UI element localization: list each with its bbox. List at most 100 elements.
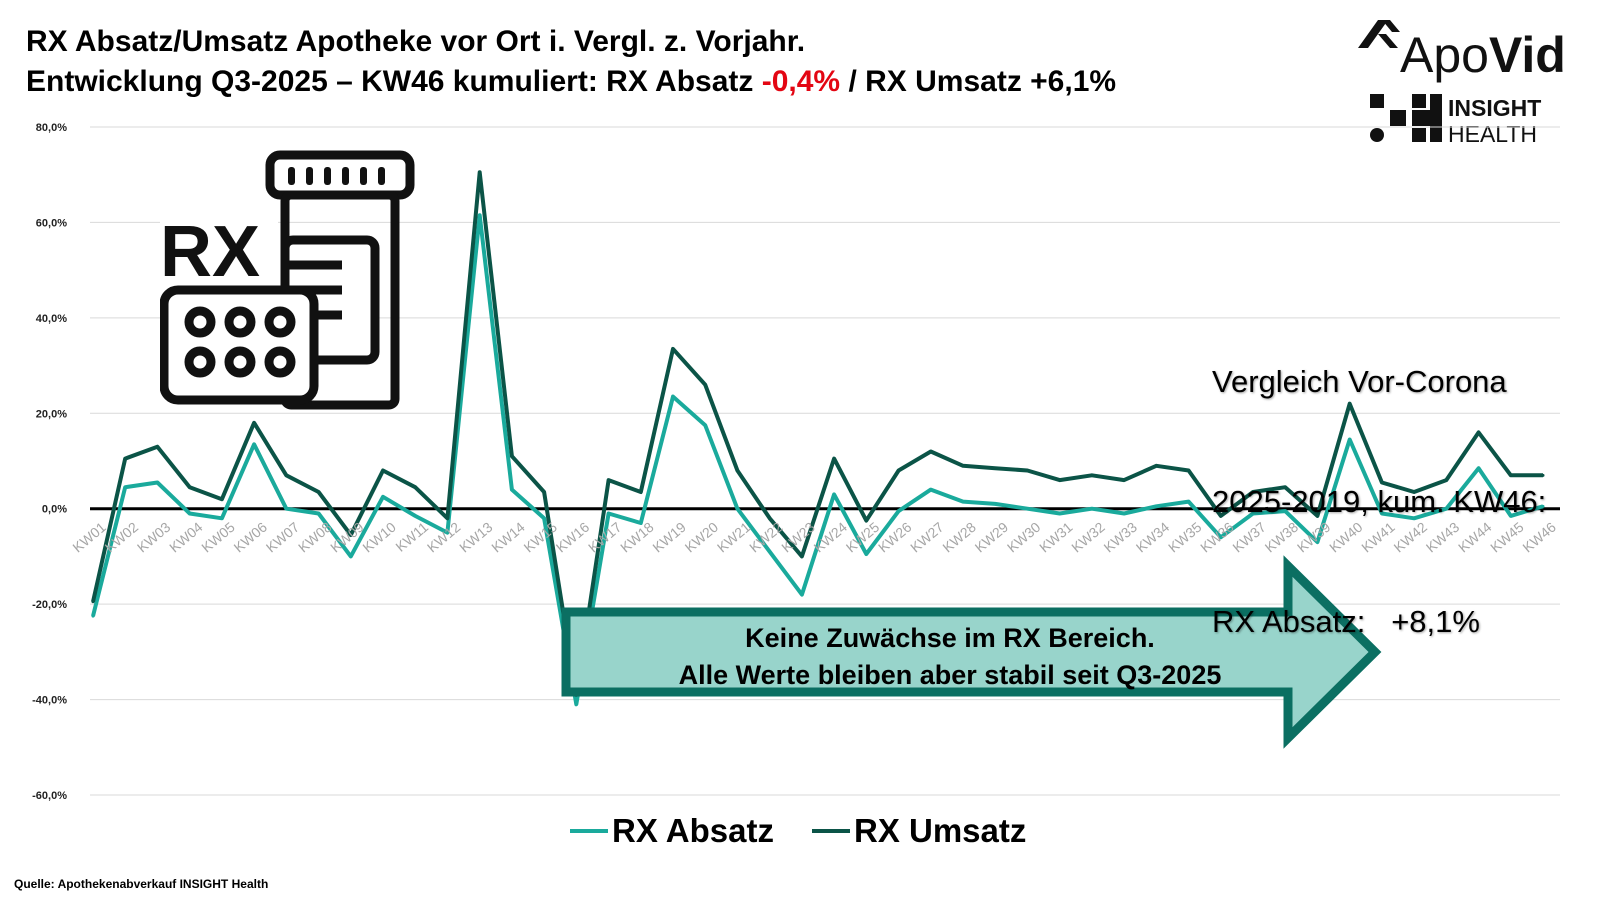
data-point-umsatz	[188, 485, 192, 489]
data-point-umsatz	[993, 466, 997, 470]
data-point-absatz	[1541, 504, 1545, 508]
data-point-absatz	[607, 511, 611, 515]
x-tick-label: KW35	[1165, 519, 1205, 556]
data-point-umsatz	[1025, 469, 1029, 473]
data-point-absatz	[542, 516, 546, 520]
y-tick-label: 40,0%	[36, 313, 67, 325]
x-tick-label: KW11	[392, 519, 431, 555]
y-tick-label: 80,0%	[36, 122, 67, 134]
data-point-absatz	[220, 516, 224, 520]
data-point-umsatz	[703, 383, 707, 387]
data-point-absatz	[155, 480, 159, 484]
data-point-absatz	[768, 550, 772, 554]
data-point-absatz	[993, 502, 997, 506]
data-point-umsatz	[1509, 473, 1513, 477]
x-tick-label: KW32	[1068, 519, 1108, 556]
data-point-umsatz	[671, 347, 675, 351]
x-tick-label: KW14	[488, 519, 528, 556]
x-tick-label: KW02	[102, 519, 142, 556]
data-point-umsatz	[800, 554, 804, 558]
data-point-absatz	[1090, 507, 1094, 511]
data-point-umsatz	[413, 485, 417, 489]
data-point-umsatz	[929, 449, 933, 453]
x-tick-label: KW27	[907, 519, 947, 556]
data-point-umsatz	[1348, 402, 1352, 406]
corona-note-line-2: 2025-2019, kum. KW46:	[1212, 484, 1547, 519]
data-point-absatz	[929, 488, 933, 492]
title-line-2: Entwicklung Q3-2025 – KW46 kumuliert: RX…	[26, 62, 1116, 102]
data-point-absatz	[1251, 511, 1255, 515]
data-point-absatz	[1058, 511, 1062, 515]
x-tick-label: KW21	[714, 519, 754, 556]
data-point-absatz	[284, 507, 288, 511]
data-point-absatz	[91, 614, 95, 618]
legend-item-umsatz: RX Umsatz	[811, 812, 1026, 850]
data-point-absatz	[1283, 509, 1287, 513]
data-point-umsatz	[1122, 478, 1126, 482]
apovid-text-vid: Vid	[1489, 27, 1566, 83]
corona-note-line-1: Vergleich Vor-Corona	[1212, 364, 1507, 399]
data-point-umsatz	[284, 473, 288, 477]
data-point-absatz	[574, 702, 578, 706]
corona-note-line-3: RX Absatz: +8,1%	[1212, 604, 1480, 639]
x-tick-label: KW03	[134, 519, 174, 556]
data-point-absatz	[864, 552, 868, 556]
data-point-umsatz	[1380, 480, 1384, 484]
legend-label-absatz: RX Absatz	[612, 812, 774, 849]
source-note: Quelle: Apothekenabverkauf INSIGHT Healt…	[14, 877, 269, 891]
arrow-annotation-line-1: Keine Zuwächse im RX Bereich.	[745, 623, 1155, 653]
data-point-umsatz	[607, 478, 611, 482]
insight-health-mark-icon	[1370, 94, 1442, 142]
data-point-umsatz	[1187, 469, 1191, 473]
data-point-umsatz	[123, 457, 127, 461]
health-text: HEALTH	[1448, 121, 1537, 147]
y-tick-label: 20,0%	[36, 408, 67, 420]
x-tick-label: KW07	[263, 519, 303, 556]
insight-text: INSIGHT	[1448, 95, 1541, 121]
rx-medicine-icon: RX	[160, 150, 415, 410]
arrow-shape	[561, 555, 1382, 749]
x-tick-label: KW30	[1004, 519, 1044, 556]
data-point-umsatz	[639, 490, 643, 494]
data-point-umsatz	[252, 421, 256, 425]
x-tick-label: KW08	[295, 519, 335, 556]
x-tick-label: KW16	[553, 519, 593, 556]
data-point-absatz	[381, 495, 385, 499]
title-line-2-suffix: / RX Umsatz +6,1%	[840, 65, 1117, 98]
data-point-umsatz	[478, 170, 482, 174]
data-point-umsatz	[317, 490, 321, 494]
trend-arrow	[561, 555, 1382, 749]
data-point-umsatz	[1283, 485, 1287, 489]
data-point-umsatz	[832, 457, 836, 461]
data-point-absatz	[671, 395, 675, 399]
data-point-absatz	[1025, 507, 1029, 511]
data-point-absatz	[1315, 540, 1319, 544]
x-tick-label: KW28	[939, 519, 979, 556]
data-point-absatz	[1122, 511, 1126, 515]
data-point-absatz	[1412, 516, 1416, 520]
data-point-absatz	[1348, 438, 1352, 442]
series-lines	[91, 170, 1545, 707]
apovid-logo: ApoVid	[1358, 20, 1566, 83]
chart-legend: RX Absatz RX Umsatz	[570, 812, 1026, 850]
series-line-absatz	[91, 213, 1544, 707]
data-point-umsatz	[897, 469, 901, 473]
data-point-absatz	[349, 554, 353, 558]
title-absatz-value: -0,4%	[761, 65, 841, 98]
legend-swatch-absatz	[570, 829, 608, 833]
y-tick-label: 60,0%	[36, 217, 67, 229]
data-point-absatz	[639, 521, 643, 525]
insight-health-logo: INSIGHT HEALTH	[1370, 94, 1541, 147]
legend-item-absatz: RX Absatz	[570, 812, 774, 850]
y-tick-label: -40,0%	[32, 695, 67, 707]
data-point-umsatz	[864, 519, 868, 523]
y-tick-label: -20,0%	[32, 599, 67, 611]
data-point-absatz	[800, 593, 804, 597]
x-tick-label: KW34	[1133, 519, 1173, 556]
data-point-absatz	[445, 531, 449, 535]
data-point-umsatz	[1315, 514, 1319, 518]
data-point-absatz	[961, 500, 965, 504]
data-point-umsatz	[349, 533, 353, 537]
x-tick-label: KW18	[617, 519, 657, 556]
data-point-absatz	[478, 213, 482, 217]
